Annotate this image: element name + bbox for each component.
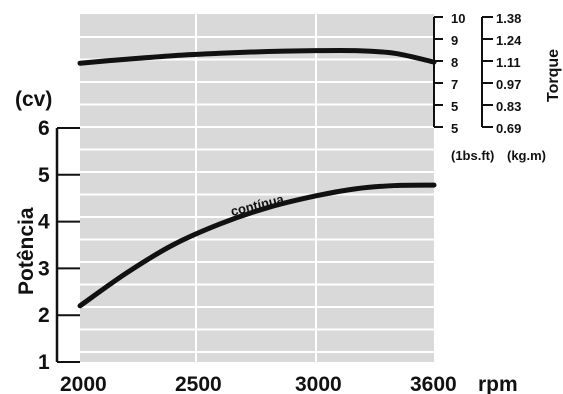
torque-curve	[77, 47, 437, 66]
x-tick-label: 3000	[295, 373, 342, 394]
torque-tick-label-kgm: 0.69	[496, 121, 521, 136]
power-tick-label: 6	[38, 117, 50, 140]
x-tick-label: 3600	[410, 373, 457, 394]
torque-tick-label-kgm: 1.38	[496, 11, 521, 26]
power-axis-ticks: 1 2 3 4 5 6	[38, 117, 80, 374]
torque-unit-kgm: (kg.m)	[507, 148, 546, 163]
power-tick-label: 5	[38, 164, 50, 187]
power-tick-label: 3	[38, 257, 50, 280]
x-tick-label: 2500	[175, 373, 222, 394]
power-tick-label: 4	[38, 211, 50, 234]
torque-tick-label-kgm: 1.24	[496, 33, 522, 48]
torque-tick-label-kgm: 0.97	[496, 77, 521, 92]
power-unit: (cv)	[15, 88, 52, 111]
torque-tick-label-lbsft: 7	[451, 77, 458, 92]
torque-axis-label: Torque	[545, 49, 562, 102]
curves	[77, 47, 437, 309]
torque-tick-label-lbsft: 9	[451, 33, 458, 48]
torque-tick-label-lbsft: 8	[451, 55, 458, 70]
torque-tick-label-lbsft: 5	[451, 99, 458, 114]
x-axis-unit: rpm	[478, 373, 518, 394]
grid	[80, 14, 434, 362]
x-tick-label: 2000	[60, 373, 107, 394]
power-tick-label: 2	[38, 304, 50, 327]
power-tick-label: 1	[38, 351, 50, 374]
torque-tick-label-lbsft: 10	[451, 11, 465, 26]
x-axis-ticks: 2000 2500 3000 3600	[60, 373, 457, 394]
power-axis-label: Potência	[15, 207, 38, 295]
torque-tick-label-lbsft: 5	[451, 121, 458, 136]
torque-tick-label-kgm: 1.11	[496, 55, 521, 70]
torque-axis-ticks: 10 9 8 7 5 5 1.38 1.24 1.11 0.97 0.83 0.69	[434, 11, 522, 136]
torque-unit-lbsft: (1bs.ft)	[451, 148, 494, 163]
power-curve-continua	[77, 182, 437, 309]
torque-tick-label-kgm: 0.83	[496, 99, 521, 114]
